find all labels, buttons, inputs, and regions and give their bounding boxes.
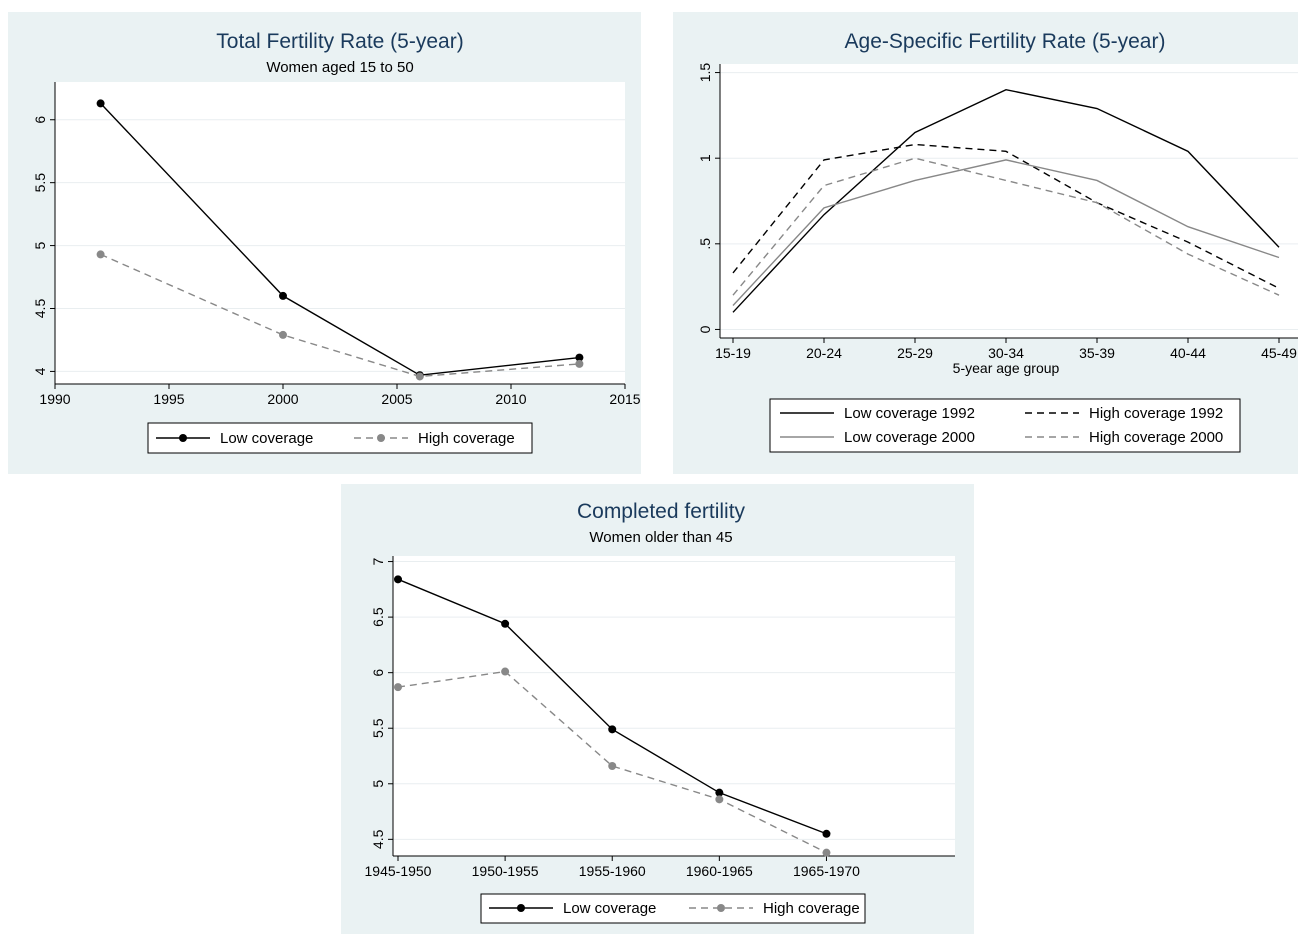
y-tick-label: 5.5 (370, 718, 386, 738)
y-tick-label: 7 (370, 557, 386, 565)
plot-area (393, 556, 955, 856)
data-point-high-coverage (415, 372, 424, 381)
series-line-high-coverage-2000 (732, 157, 1280, 296)
asfr-chart-panel: Age-Specific Fertility Rate (5-year) 0 .5 1… (673, 12, 1298, 474)
legend-marker-high-coverage (717, 904, 725, 912)
legend-label: High coverage (763, 900, 860, 917)
y-tick-label: 0 (697, 325, 713, 333)
legend-label: Low coverage 2000 (844, 429, 975, 446)
data-point-high-coverage (394, 683, 402, 692)
tfr-chart: Total Fertility Rate (5-year) Women aged … (32, 30, 641, 454)
data-point-low-coverage (394, 575, 402, 584)
data-point-low-coverage (608, 725, 617, 734)
x-axis-label: 5-year age group (953, 360, 1060, 376)
legend-label: Low coverage (563, 900, 656, 917)
y-tick-label: 1 (697, 154, 713, 162)
legend-label: High coverage 2000 (1089, 429, 1223, 446)
x-tick-label: 40-44 (1170, 345, 1206, 361)
legend-label: High coverage (418, 430, 515, 447)
legend-label: Low coverage 1992 (844, 405, 975, 422)
data-point-low-coverage (501, 619, 510, 628)
data-point-high-coverage (279, 330, 287, 339)
data-point-low-coverage (822, 829, 831, 838)
chart-title: Age-Specific Fertility Rate (5-year) (845, 30, 1166, 53)
x-tick-label: 35-39 (1079, 345, 1115, 361)
x-tick-label: 1965-1970 (793, 863, 860, 879)
data-point-high-coverage (715, 795, 724, 804)
x-tick-label: 15-19 (715, 345, 751, 361)
plot-area (55, 82, 625, 384)
y-tick-label: 5 (370, 780, 386, 788)
x-tick-label: 2015 (609, 391, 640, 407)
tfr-chart-panel: Total Fertility Rate (5-year) Women aged … (8, 12, 641, 474)
series-line-low-coverage (100, 102, 580, 376)
y-tick-label: 1.5 (697, 63, 713, 83)
plot-area (720, 64, 1298, 338)
series-line-low-coverage-1992 (732, 88, 1280, 313)
y-tick-label: 4 (32, 367, 48, 375)
legend-box (769, 398, 1241, 453)
x-tick-label: 1955-1960 (579, 863, 646, 879)
x-tick-label: 20-24 (806, 345, 842, 361)
y-tick-label: 6.5 (370, 607, 386, 627)
legend-box (147, 422, 533, 454)
data-point-low-coverage (279, 291, 287, 300)
chart-subtitle: Women aged 15 to 50 (266, 59, 413, 76)
x-tick-label: 1960-1965 (686, 863, 753, 879)
chart-subtitle: Women older than 45 (589, 529, 732, 546)
legend-marker-high-coverage (377, 434, 385, 442)
data-point-low-coverage (715, 788, 724, 797)
series-line-high-coverage (100, 253, 580, 378)
legend-marker-low-coverage (179, 434, 187, 442)
y-tick-label: 5 (32, 241, 48, 249)
chart-title: Total Fertility Rate (5-year) (216, 30, 463, 53)
x-tick-label: 30-34 (988, 345, 1024, 361)
x-tick-label: 25-29 (897, 345, 933, 361)
data-point-high-coverage (96, 250, 105, 259)
chart-title: Completed fertility (577, 500, 746, 523)
completed-fertility-chart: Completed fertility Women older than 45 4.… (365, 500, 955, 924)
legend-label: Low coverage (220, 430, 313, 447)
data-point-high-coverage (575, 359, 584, 368)
y-tick-label: 4.5 (32, 299, 48, 319)
series-line-low-coverage-2000 (732, 159, 1280, 306)
x-tick-label: 2010 (495, 391, 526, 407)
x-tick-label: 2005 (381, 391, 412, 407)
y-tick-label: 5.5 (32, 173, 48, 193)
data-point-low-coverage (96, 99, 105, 108)
data-point-high-coverage (608, 762, 617, 770)
x-tick-label: 1950-1955 (472, 863, 539, 879)
y-tick-label: 6 (32, 116, 48, 124)
x-tick-label: 1990 (39, 391, 70, 407)
x-tick-label: 1945-1950 (365, 863, 432, 879)
y-tick-label: 6 (370, 669, 386, 677)
x-tick-label: 45-49 (1261, 345, 1297, 361)
data-point-high-coverage (501, 667, 510, 676)
series-line-high-coverage-1992 (732, 143, 1280, 289)
y-tick-label: 4.5 (370, 829, 386, 849)
y-tick-label: .5 (697, 238, 713, 250)
legend-label: High coverage 1992 (1089, 405, 1223, 422)
data-point-low-coverage (575, 353, 584, 362)
x-tick-label: 1995 (153, 391, 184, 407)
data-point-high-coverage (822, 848, 831, 857)
x-tick-label: 2000 (267, 391, 298, 407)
legend-marker-low-coverage (517, 904, 525, 912)
asfr-chart: Age-Specific Fertility Rate (5-year) 0 .5 1… (697, 30, 1298, 453)
series-line-high-coverage (397, 670, 827, 854)
completed-fertility-chart-panel: Completed fertility Women older than 45 4.… (341, 484, 974, 934)
